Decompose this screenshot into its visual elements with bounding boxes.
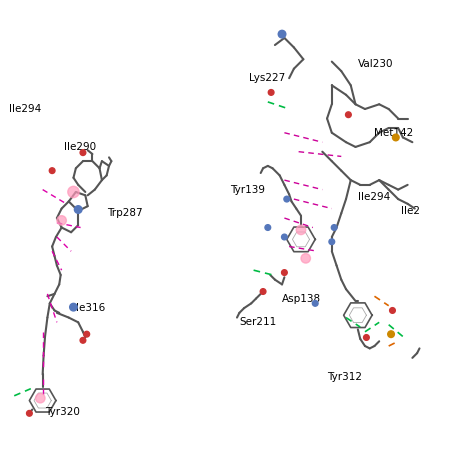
Circle shape <box>284 196 290 202</box>
Circle shape <box>392 134 399 141</box>
Text: Tyr320: Tyr320 <box>45 407 80 418</box>
Text: Ile316: Ile316 <box>73 303 106 313</box>
Text: Val230: Val230 <box>358 59 393 69</box>
Text: Ile294: Ile294 <box>358 191 390 202</box>
Circle shape <box>329 239 335 245</box>
Circle shape <box>68 186 79 198</box>
Circle shape <box>312 301 318 306</box>
Text: Ile2: Ile2 <box>401 206 419 216</box>
Circle shape <box>27 410 32 416</box>
Circle shape <box>49 168 55 173</box>
Text: Met142: Met142 <box>374 128 414 138</box>
Text: Ile294: Ile294 <box>9 104 42 114</box>
Circle shape <box>70 303 77 311</box>
Text: Lys227: Lys227 <box>249 73 285 83</box>
Circle shape <box>388 331 394 337</box>
Circle shape <box>260 289 266 294</box>
Text: Asp138: Asp138 <box>282 293 321 304</box>
Circle shape <box>301 254 310 263</box>
Circle shape <box>331 225 337 230</box>
Circle shape <box>282 270 287 275</box>
Text: Trp287: Trp287 <box>107 208 142 219</box>
Circle shape <box>346 112 351 118</box>
Circle shape <box>278 30 286 38</box>
Circle shape <box>265 225 271 230</box>
Circle shape <box>390 308 395 313</box>
Circle shape <box>80 150 86 155</box>
Circle shape <box>84 331 90 337</box>
Text: Ser211: Ser211 <box>239 317 277 328</box>
Circle shape <box>74 206 82 213</box>
Circle shape <box>57 216 66 225</box>
Text: Tyr312: Tyr312 <box>327 372 362 382</box>
Circle shape <box>36 393 45 403</box>
Circle shape <box>296 225 306 235</box>
Circle shape <box>364 335 369 340</box>
Circle shape <box>282 234 287 240</box>
Circle shape <box>268 90 274 95</box>
Circle shape <box>80 337 86 343</box>
Text: Ile290: Ile290 <box>64 142 96 152</box>
Text: Tyr139: Tyr139 <box>230 184 265 195</box>
